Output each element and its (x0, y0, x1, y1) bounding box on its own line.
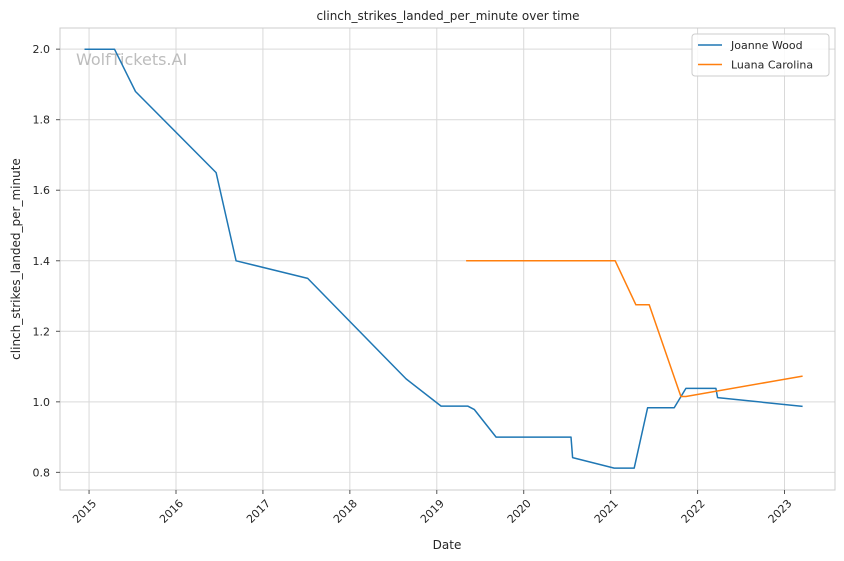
legend-label-luana-carolina: Luana Carolina (731, 59, 813, 72)
legend: Joanne Wood Luana Carolina (691, 33, 830, 77)
y-tick-label: 1.2 (33, 325, 51, 338)
y-axis-title: clinch_strikes_landed_per_minute (9, 158, 23, 360)
y-tick-label: 1.4 (33, 255, 51, 268)
y-tick-label: 1.8 (33, 114, 51, 127)
series-line-joanne-wood (84, 48, 803, 469)
y-axis-ticks: 0.8 1.0 1.2 1.4 1.6 1.8 2.0 (33, 43, 60, 479)
legend-label-joanne-wood: Joanne Wood (730, 39, 803, 52)
legend-box (691, 33, 830, 77)
x-axis-title: Date (433, 538, 462, 552)
series-lines (84, 48, 803, 469)
y-tick-label: 2.0 (33, 43, 51, 56)
plot-frame (59, 27, 836, 491)
gridlines (60, 28, 835, 490)
series-line-luana-carolina (466, 260, 803, 398)
chart-title: clinch_strikes_landed_per_minute over ti… (316, 9, 579, 23)
watermark: WolfTickets.AI (76, 50, 187, 69)
y-tick-label: 1.0 (33, 396, 51, 409)
y-tick-label: 0.8 (33, 466, 51, 479)
y-tick-label: 1.6 (33, 184, 51, 197)
